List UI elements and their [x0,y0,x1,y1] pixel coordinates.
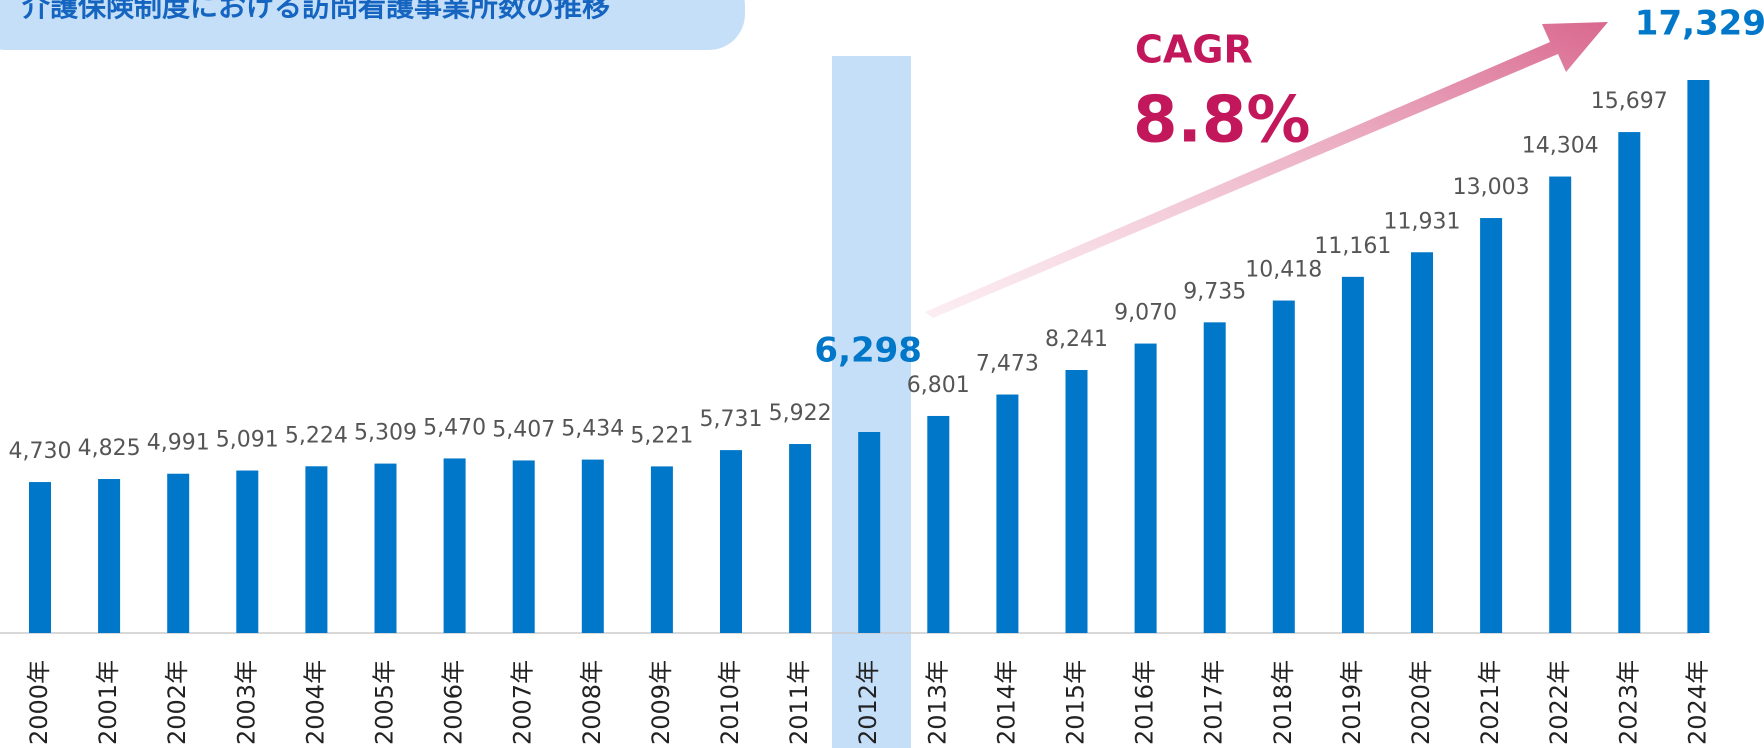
x-tick-label: 2004年 [301,660,329,745]
x-tick-label: 2023年 [1614,660,1642,745]
x-tick-label: 2012年 [854,660,882,745]
value-label: 8,241 [1045,327,1108,352]
x-tick-label: 2016年 [1131,660,1159,745]
highlight-band [832,56,911,748]
chart-title: 介護保険制度における訪問看護事業所数の推移 [21,0,610,23]
value-label: 15,697 [1591,89,1668,114]
value-label: 5,224 [285,423,348,448]
bar [443,458,466,633]
value-label: 5,922 [769,401,832,426]
bar [1341,276,1364,633]
bar [29,482,51,633]
x-tick-label: 2005年 [371,660,399,745]
bar [1065,370,1088,633]
bar [1411,252,1433,634]
value-label: 5,731 [700,407,763,432]
value-label: 5,221 [630,423,693,448]
x-tick-label: 2024年 [1683,660,1711,745]
x-tick-label: 2015年 [1062,660,1090,745]
x-tick-label: 2020年 [1407,660,1435,745]
value-label: 11,931 [1384,209,1461,234]
title-box [0,0,745,50]
bar [1272,300,1295,633]
x-tick-label: 2008年 [578,660,606,745]
value-label: 13,003 [1453,175,1530,200]
bar [650,466,673,633]
x-tick-label: 2013年 [923,660,951,745]
value-label: 4,825 [78,436,141,461]
bar [236,470,259,633]
value-label: 4,730 [9,439,72,464]
x-tick-label: 2022年 [1545,660,1573,745]
x-tick-label: 2021年 [1476,660,1504,745]
bar [1549,176,1572,633]
bar [927,415,950,633]
value-label: 4,991 [147,431,210,456]
value-label: 5,407 [492,417,555,442]
value-label: 5,091 [216,428,279,453]
bar [581,459,604,633]
bar [1480,218,1503,634]
value-label: 5,434 [561,417,624,442]
bar [720,450,742,633]
x-tick-label: 2011年 [785,660,813,745]
x-tick-label: 2017年 [1200,660,1228,745]
value-label: 7,473 [976,352,1039,377]
cagr-value: 8.8% [1133,84,1311,158]
bar [996,394,1019,633]
value-label: 14,304 [1522,134,1599,159]
value-label: 5,309 [354,421,417,446]
x-tick-label: 2019年 [1338,660,1366,745]
x-tick-label: 2009年 [647,660,675,745]
value-label: 10,418 [1245,258,1322,283]
bar [512,460,535,633]
bar [1134,343,1157,633]
bar [1618,132,1641,634]
bar [98,479,121,633]
x-tick-label: 2018年 [1269,660,1297,745]
value-label: 9,735 [1183,279,1246,304]
bar [305,466,328,633]
cagr-label: CAGR [1135,28,1253,72]
x-tick-label: 2001年 [94,660,122,745]
bar [374,463,397,633]
x-tick-label: 2006年 [440,660,468,745]
bar [1203,322,1226,633]
value-label: 6,298 [814,331,922,371]
x-tick-label: 2014年 [992,660,1020,745]
value-label: 17,329 [1635,4,1764,44]
x-tick-label: 2007年 [509,660,537,745]
value-label: 11,161 [1314,234,1391,259]
x-tick-label: 2002年 [163,660,191,745]
x-tick-label: 2010年 [716,660,744,745]
bar [1687,80,1710,633]
value-label: 5,470 [423,415,486,440]
growth-arrow [925,22,1608,318]
bar [167,473,190,633]
value-label: 6,801 [907,373,970,398]
value-label: 9,070 [1114,301,1177,326]
bar [789,444,812,633]
x-tick-label: 2000年 [25,660,53,745]
bar [858,432,881,633]
x-tick-label: 2003年 [232,660,260,745]
